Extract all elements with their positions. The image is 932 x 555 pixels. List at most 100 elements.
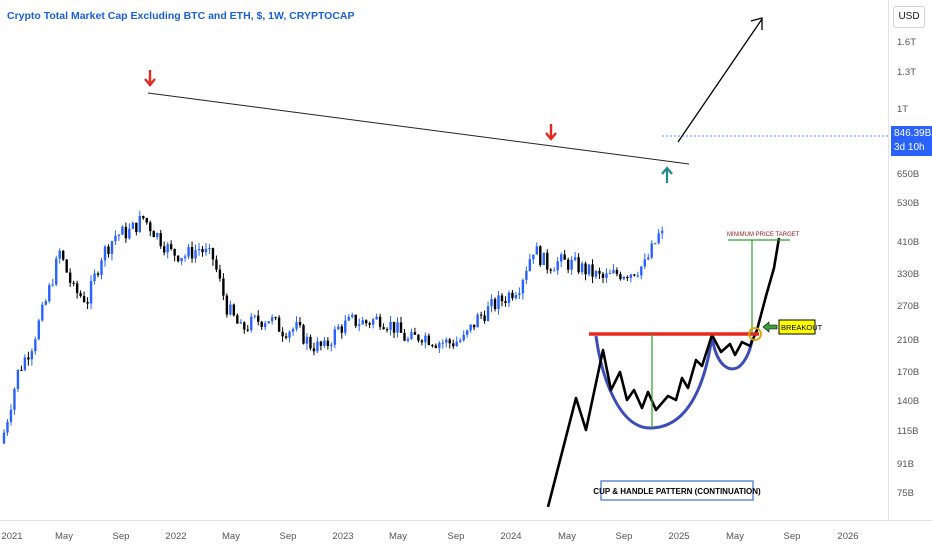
bar-countdown: 3d 10h	[894, 142, 925, 153]
candle-body	[211, 248, 215, 260]
cup-curve	[594, 335, 714, 430]
candle-body	[326, 340, 330, 346]
candle-body	[246, 329, 249, 331]
candle-body	[389, 321, 392, 330]
candle-body	[563, 254, 566, 260]
candle-body	[542, 252, 545, 266]
candle-body	[441, 342, 444, 344]
candle-body	[62, 250, 65, 260]
candle-body	[222, 278, 225, 296]
x-tick-label: Sep	[279, 531, 297, 542]
breakout-up-arrow-head	[661, 166, 673, 175]
candle-body	[354, 314, 357, 326]
x-tick-label: May	[55, 531, 73, 542]
peak-arrow-2021-head	[144, 78, 156, 87]
candle-body	[156, 233, 159, 238]
candle-body	[486, 306, 490, 321]
candle-body	[48, 285, 51, 302]
candle-body	[396, 322, 399, 333]
candle-body	[406, 338, 410, 341]
candle-body	[507, 292, 511, 304]
candle-body	[556, 261, 559, 271]
candle-body	[660, 230, 664, 234]
candle-body	[399, 322, 403, 333]
candle-body	[316, 341, 319, 352]
candle-body	[424, 335, 427, 343]
y-tick-label: 410B	[897, 237, 920, 248]
candle-body	[647, 257, 650, 260]
candle-body	[549, 269, 552, 271]
candle-body	[591, 264, 594, 277]
candle-body	[260, 321, 263, 327]
projection-arrow-head	[750, 17, 763, 30]
x-tick-label: 2021	[1, 531, 23, 542]
candle-body	[462, 334, 465, 341]
candle-body	[431, 344, 434, 346]
candle-body	[243, 322, 246, 330]
candle-body	[566, 259, 570, 270]
candle-body	[539, 246, 542, 266]
candle-body	[511, 292, 514, 299]
candle-body	[483, 315, 486, 321]
candle-body	[72, 282, 75, 284]
candle-body	[584, 263, 587, 275]
breakout-tag-box	[778, 319, 816, 335]
candle-body	[121, 226, 124, 235]
candle-body	[587, 264, 591, 275]
candle-body	[392, 321, 396, 333]
candle-body	[330, 344, 333, 346]
candle-body	[452, 343, 455, 347]
candle-body	[166, 244, 169, 253]
candle-body	[145, 218, 148, 223]
x-tick-label: 2023	[332, 531, 354, 542]
candle-body	[197, 248, 201, 251]
candle-body	[403, 332, 406, 341]
candle-body	[135, 222, 138, 233]
candle-body	[427, 335, 431, 345]
candle-body	[319, 341, 323, 346]
candle-body	[344, 320, 347, 333]
candle-body	[124, 226, 128, 239]
candle-body	[89, 280, 93, 304]
candle-body	[309, 336, 312, 349]
x-tick-label: May	[222, 531, 240, 542]
candles-group	[2, 210, 664, 445]
candle-body	[44, 301, 47, 305]
candle-body	[23, 357, 27, 371]
candle-body	[459, 340, 462, 342]
candle-body	[103, 246, 107, 261]
min-price-target-label: MINIMUM PRICE TARGET	[727, 232, 800, 238]
x-tick-label: May	[389, 531, 407, 542]
candle-body	[208, 248, 211, 250]
candle-body	[476, 314, 479, 328]
candle-body	[305, 336, 309, 344]
candle-body	[615, 270, 619, 274]
pattern-label: CUP & HANDLE PATTERN (CONTINUATION)	[593, 487, 761, 496]
cup-handle-price-path	[546, 237, 781, 508]
candle-body	[382, 327, 385, 330]
candle-body	[51, 284, 54, 286]
currency-button[interactable]: USD	[893, 6, 925, 28]
candle-body	[187, 247, 190, 257]
y-tick-label: 270B	[897, 301, 920, 312]
candle-body	[68, 272, 72, 283]
candle-body	[302, 325, 305, 344]
candle-body	[9, 409, 13, 422]
y-tick-label: 1T	[897, 104, 909, 115]
candle-body	[410, 332, 413, 339]
candle-body	[580, 263, 584, 273]
y-tick-label: 1.6T	[897, 37, 917, 48]
candle-body	[37, 320, 41, 340]
candle-body	[86, 301, 89, 304]
pattern-label-box	[600, 480, 754, 501]
candle-body	[654, 243, 657, 245]
candle-body	[413, 332, 417, 335]
candle-body	[518, 293, 521, 296]
candle-body	[107, 246, 110, 254]
resistance-trendline	[147, 92, 690, 165]
candle-body	[636, 275, 640, 277]
candle-body	[232, 304, 236, 316]
candle-body	[525, 270, 528, 280]
